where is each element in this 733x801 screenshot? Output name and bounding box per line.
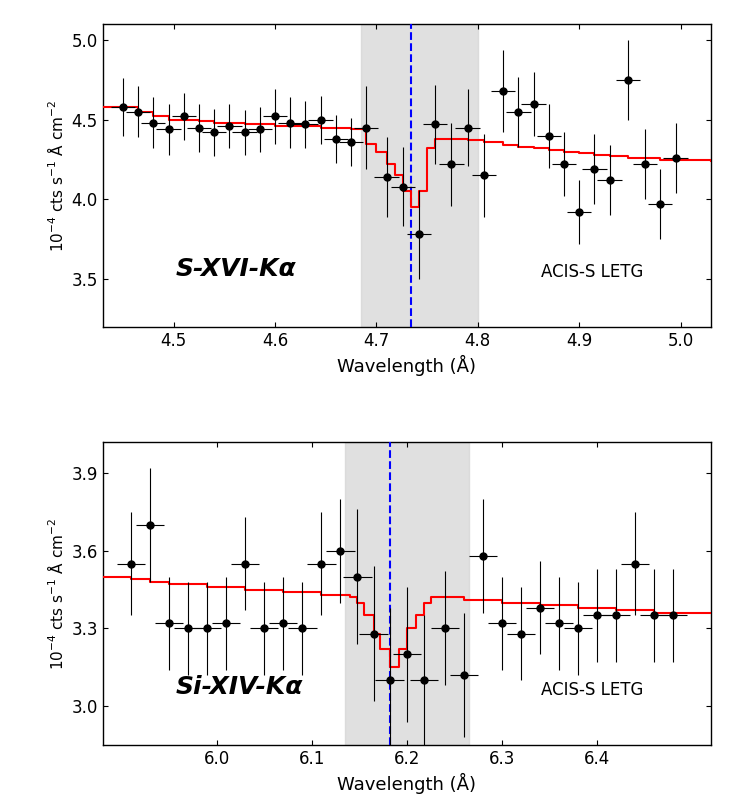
Y-axis label: 10$^{-4}$ cts s$^{-1}$ Å cm$^{-2}$: 10$^{-4}$ cts s$^{-1}$ Å cm$^{-2}$: [46, 99, 66, 252]
Text: ACIS-S LETG: ACIS-S LETG: [541, 264, 643, 281]
X-axis label: Wavelength (Å): Wavelength (Å): [337, 773, 476, 795]
X-axis label: Wavelength (Å): Wavelength (Å): [337, 356, 476, 376]
Y-axis label: 10$^{-4}$ cts s$^{-1}$ Å cm$^{-2}$: 10$^{-4}$ cts s$^{-1}$ Å cm$^{-2}$: [45, 517, 66, 670]
Text: Si-XIV-Kα: Si-XIV-Kα: [176, 675, 303, 699]
Bar: [345, 442, 468, 745]
Bar: [361, 24, 478, 327]
Text: S-XVI-Kα: S-XVI-Kα: [176, 257, 296, 281]
Text: ACIS-S LETG: ACIS-S LETG: [541, 682, 643, 699]
